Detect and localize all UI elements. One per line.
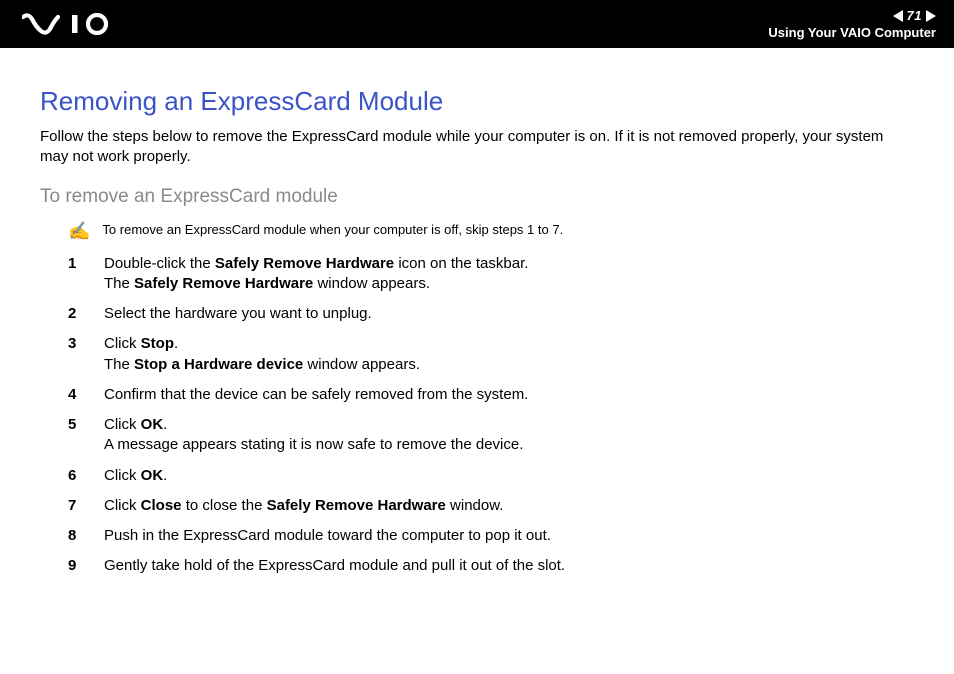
step-number: 4 [68,385,82,405]
section-label: Using Your VAIO Computer [768,25,936,40]
step-item: 2 Select the hardware you want to unplug. [68,304,914,324]
step-body: Click Close to close the Safely Remove H… [104,496,914,516]
bold-text: Safely Remove Hardware [134,275,313,292]
steps-list: 1 Double-click the Safely Remove Hardware… [68,254,914,577]
bold-text: Stop [141,335,174,352]
step-item: 1 Double-click the Safely Remove Hardware… [68,254,914,295]
step-body: Confirm that the device can be safely re… [104,385,914,405]
step-item: 7 Click Close to close the Safely Remove … [68,496,914,516]
step-body: Click Stop.The Stop a Hardware device wi… [104,334,914,375]
section-subtitle: To remove an ExpressCard module [40,186,914,208]
step-item: 5 Click OK.A message appears stating it i… [68,415,914,456]
prev-page-icon[interactable] [893,10,903,22]
step-number: 6 [68,466,82,486]
step-number: 9 [68,556,82,576]
page-number: 71 [907,8,922,23]
step-body: Push in the ExpressCard module toward th… [104,526,914,546]
vaio-logo [22,13,132,35]
next-page-icon[interactable] [926,10,936,22]
step-body: Click OK. [104,466,914,486]
intro-paragraph: Follow the steps below to remove the Exp… [40,127,914,168]
step-body: Select the hardware you want to unplug. [104,304,914,324]
bold-text: Safely Remove Hardware [215,255,394,272]
page-title: Removing an ExpressCard Module [40,86,914,117]
step-item: 9 Gently take hold of the ExpressCard mod… [68,556,914,576]
content-area: Removing an ExpressCard Module Follow th… [0,48,954,674]
bold-text: Stop a Hardware device [134,356,303,373]
document-page: 71 Using Your VAIO Computer Removing an … [0,0,954,674]
step-body: Gently take hold of the ExpressCard modu… [104,556,914,576]
page-nav-row: 71 [893,8,936,23]
step-number: 2 [68,304,82,324]
bold-text: OK [141,416,164,433]
step-number: 1 [68,254,82,295]
step-number: 5 [68,415,82,456]
vaio-logo-svg [22,13,132,35]
header-bar: 71 Using Your VAIO Computer [0,0,954,48]
step-item: 4 Confirm that the device can be safely r… [68,385,914,405]
step-number: 3 [68,334,82,375]
step-number: 8 [68,526,82,546]
step-number: 7 [68,496,82,516]
header-nav: 71 Using Your VAIO Computer [768,8,936,40]
step-body: Click OK.A message appears stating it is… [104,415,914,456]
note-icon: ✍ [68,222,90,240]
note-text: To remove an ExpressCard module when you… [102,222,563,237]
note-row: ✍ To remove an ExpressCard module when y… [68,222,914,240]
step-body: Double-click the Safely Remove Hardware … [104,254,914,295]
bold-text: Close [141,497,182,514]
step-item: 8 Push in the ExpressCard module toward t… [68,526,914,546]
bold-text: OK [141,467,164,484]
step-item: 6 Click OK. [68,466,914,486]
step-item: 3 Click Stop.The Stop a Hardware device w… [68,334,914,375]
bold-text: Safely Remove Hardware [267,497,446,514]
